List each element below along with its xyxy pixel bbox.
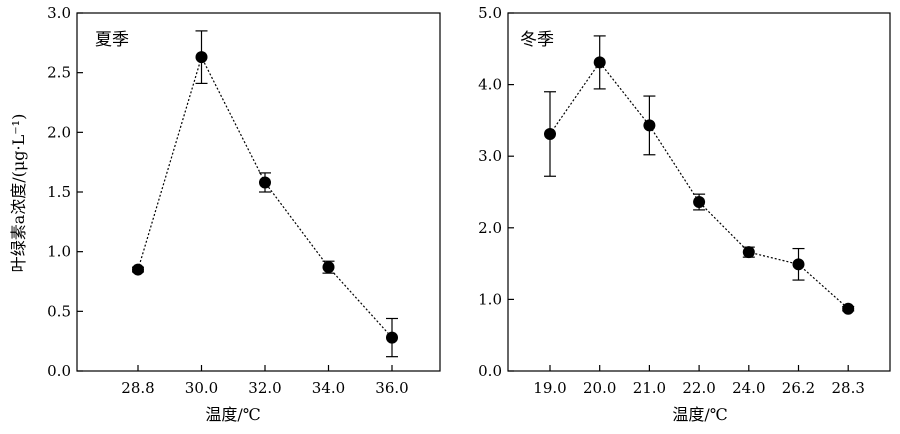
panel-label-summer: 夏季 (95, 30, 129, 50)
panel-label-winter: 冬季 (520, 30, 554, 50)
winter-panel: 冬季 温度/℃ 0.0 1.0 2.0 3.0 4.0 5.0 19.0 20.0 21.0 22… (478, 4, 891, 424)
winter-series-line (549, 61, 849, 310)
winter-data-point (593, 56, 606, 69)
winter-x-tick-label: 21.0 (633, 379, 666, 397)
winter-data-point (643, 119, 656, 132)
winter-y-tick-label: 1.0 (478, 290, 502, 308)
winter-x-tick-label: 19.0 (533, 379, 566, 397)
summer-series-line (137, 55, 393, 338)
summer-y-tick-label: 2.5 (47, 64, 71, 82)
winter-y-tick-label: 3.0 (478, 147, 502, 165)
winter-y-tick-label: 4.0 (478, 76, 502, 94)
summer-data-point (259, 176, 271, 189)
winter-x-tick-label: 26.2 (782, 379, 815, 397)
summer-x-tick-label: 34.0 (312, 379, 345, 397)
summer-data-point (386, 331, 398, 344)
x-axis-title-summer: 温度/℃ (205, 405, 260, 424)
summer-data-point (195, 51, 208, 64)
summer-data-point (132, 263, 144, 276)
summer-plot-frame (76, 12, 441, 372)
winter-data-point (842, 302, 855, 315)
summer-y-tick-label: 2.0 (47, 123, 71, 141)
winter-data-point (792, 258, 805, 271)
winter-data-point (693, 196, 706, 209)
summer-y-tick-label: 1.0 (47, 243, 71, 261)
summer-data-point (322, 261, 335, 274)
winter-plot-frame (507, 12, 891, 372)
summer-x-tick-label: 30.0 (185, 379, 218, 397)
winter-x-tick-label: 22.0 (682, 379, 715, 397)
summer-x-tick-label: 36.0 (375, 379, 408, 397)
summer-y-tick-label: 0.0 (47, 362, 71, 380)
winter-y-tick-label: 2.0 (478, 219, 502, 237)
winter-x-tick-label: 28.3 (831, 379, 864, 397)
summer-x-tick-label: 32.0 (248, 379, 281, 397)
winter-y-tick-label: 5.0 (478, 4, 502, 22)
summer-y-tick-label: 3.0 (47, 4, 71, 22)
winter-data-point (544, 128, 556, 141)
x-axis-title-winter: 温度/℃ (672, 405, 727, 424)
winter-x-tick-label: 20.0 (583, 379, 616, 397)
winter-y-tick-label: 0.0 (478, 362, 502, 380)
summer-y-tick-label: 1.5 (47, 183, 71, 201)
summer-panel: 夏季 温度/℃ 叶绿素a浓度/(μg·L⁻¹) 0.0 0.5 1.0 1.5 2.0 2… (9, 4, 441, 424)
summer-x-tick-label: 28.8 (121, 379, 154, 397)
summer-y-tick-label: 0.5 (47, 302, 71, 320)
winter-x-tick-label: 24.0 (732, 379, 765, 397)
y-axis-title: 叶绿素a浓度/(μg·L⁻¹) (9, 114, 28, 273)
winter-data-point (742, 246, 755, 259)
